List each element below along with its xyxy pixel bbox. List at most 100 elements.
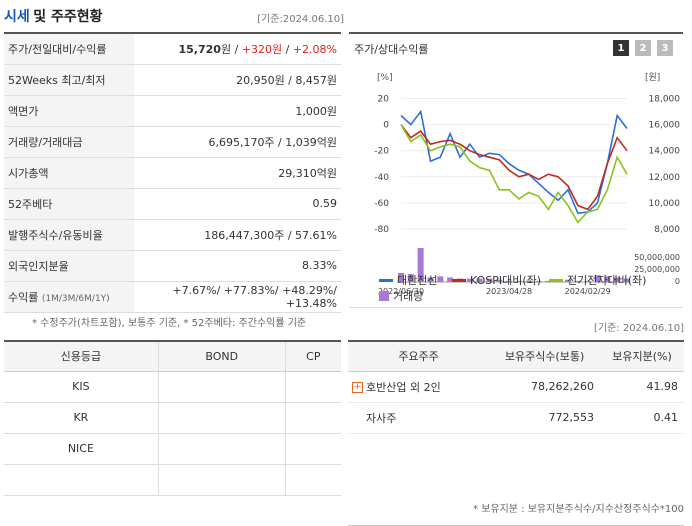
row-label: 시가총액 [4, 157, 134, 189]
x-tick-label: 2022/06/30 [378, 287, 424, 296]
row-value: 186,447,300주 / 57.61% [134, 219, 341, 251]
volume-bar [486, 278, 493, 282]
left-tick-label: -60 [374, 199, 389, 209]
table-row: 액면가 1,000원 [4, 95, 341, 127]
chart-button-3[interactable]: 3 [657, 40, 673, 56]
row-label-text: 수익률 [8, 290, 39, 304]
holder-footnote: * 보유지분 : 보유지분주식수/지수산정주식수*100 [473, 504, 684, 515]
cp-rating [285, 464, 341, 496]
return-values: +7.67%/ +77.83%/ +48.29%/ +13.48% [134, 281, 341, 313]
chart-period-buttons: 1 2 3 [613, 40, 673, 56]
holder-percent: 0.41 [599, 402, 684, 434]
table-header-row: 신용등급 BOND CP [4, 341, 341, 372]
table-row: 52Weeks 최고/최저 20,950원 / 8,457원 [4, 64, 341, 96]
table-row [4, 464, 341, 496]
x-tick-label: 2023/04/28 [486, 287, 532, 296]
volume-bar [624, 278, 630, 282]
title-part2: 및 주주현황 [33, 9, 103, 25]
row-value: 6,695,170주 / 1,039억원 [134, 126, 341, 158]
holder-name: 자사주 [348, 402, 490, 434]
row-sublabel: (1M/3M/6M/1Y) [41, 293, 110, 304]
holder-name: 호반산업 외 2인 [366, 380, 441, 394]
left-tick-label: 20 [378, 95, 390, 105]
volume-bar [417, 248, 424, 282]
left-tick-label: 0 [383, 121, 389, 131]
major-shareholders-table: 주요주주 보유주식수(보통) 보유지분(%) + 호반산업 외 2인 78,262… [348, 340, 684, 526]
right-tick-label: 18,000 [649, 95, 681, 105]
row-label: 52Weeks 최고/최저 [4, 64, 134, 96]
chart-panel: 주가/상대수익률 1 2 3 [%] [원] 20 0 -20 -40 -60 -80 18,0… [349, 32, 683, 308]
agency-name: KIS [4, 371, 159, 403]
right-tick-label: 12,000 [649, 173, 681, 183]
table-row: 주가/전일대비/수익률 15,720원 / +320원 / +2.08% [4, 33, 341, 65]
legend-item: 대한전선 [379, 272, 437, 288]
column-header: 신용등급 [4, 341, 159, 372]
column-header: 보유지분(%) [599, 341, 684, 372]
volume-bar [437, 276, 444, 282]
table-row: KIS [4, 371, 341, 403]
reference-date: [기준:2024.06.10] [257, 14, 344, 25]
volume-bar [604, 276, 611, 282]
table-row: + 호반산업 외 2인 78,262,260 41.98 [348, 371, 684, 403]
volume-bar [594, 275, 601, 282]
right-axis-unit: [원] [645, 72, 660, 83]
right-tick-label: 14,000 [649, 147, 681, 157]
table-header-row: 주요주주 보유주식수(보통) 보유지분(%) [348, 341, 684, 372]
left-tick-label: -80 [374, 225, 389, 235]
table-row: NICE [4, 433, 341, 465]
legend-swatch [379, 278, 393, 282]
row-value: 20,950원 / 8,457원 [134, 64, 341, 96]
row-label: 외국인지분율 [4, 250, 134, 282]
volume-tick-label: 25,000,000 [634, 265, 680, 274]
cp-rating [285, 433, 341, 465]
row-value: 0.59 [134, 188, 341, 220]
right-tick-label: 16,000 [649, 121, 681, 131]
right-tick-label: 10,000 [649, 199, 681, 209]
footnote: * 수정주가(차트포함), 보통주 기준, * 52주베타: 주간수익률 기준 [32, 318, 307, 329]
price-value: 15,720원 / +320원 / +2.08% [134, 33, 341, 65]
price-change: +320 [241, 42, 272, 56]
volume-bar [398, 272, 404, 282]
right-tick-label: 8,000 [654, 225, 680, 235]
row-label: 52주베타 [4, 188, 134, 220]
volume-bar [535, 280, 542, 282]
volume-tick-label: 50,000,000 [634, 253, 680, 262]
series-line-1 [400, 109, 628, 215]
volume-bar [447, 277, 454, 282]
legend-item: 전기전자대비(좌) [549, 272, 646, 288]
table-row: 발행주식수/유동비율 186,447,300주 / 57.61% [4, 219, 341, 251]
row-label: 액면가 [4, 95, 134, 127]
series-line-2 [400, 124, 628, 211]
chart-title: 주가/상대수익률 [354, 43, 429, 56]
legend-label: 거래량 [393, 290, 424, 303]
row-value: 1,000원 [134, 95, 341, 127]
left-tick-label: -40 [374, 173, 389, 183]
column-header: BOND [158, 341, 286, 372]
legend-item: 거래량 [379, 288, 423, 304]
row-label: 수익률 (1M/3M/6M/1Y) [4, 281, 134, 313]
legend-label: KOSPI대비(좌) [470, 274, 542, 287]
table-row: 외국인지분율 8.33% [4, 250, 341, 282]
row-label: 주가/전일대비/수익률 [4, 33, 134, 65]
volume-bar [584, 280, 591, 282]
volume-bar [466, 278, 473, 282]
column-header: 주요주주 [348, 341, 490, 372]
title-part1: 시세 [4, 9, 30, 25]
x-tick-label: 2024/02/29 [565, 287, 611, 296]
volume-bar [476, 278, 483, 282]
left-tick-label: -20 [374, 147, 389, 157]
row-label: 거래량/거래대금 [4, 126, 134, 158]
table-row: 수익률 (1M/3M/6M/1Y) +7.67%/ +77.83%/ +48.2… [4, 281, 341, 313]
current-price: 15,720 [178, 42, 221, 56]
holder-name-cell: + 호반산업 외 2인 [348, 371, 490, 403]
chart-button-2[interactable]: 2 [635, 40, 651, 56]
row-value: 8.33% [134, 250, 341, 282]
legend-label: 대한전선 [397, 274, 438, 287]
chart-button-1[interactable]: 1 [613, 40, 629, 56]
holder-percent: 41.98 [599, 371, 684, 403]
expand-plus-icon[interactable]: + [352, 382, 363, 393]
holder-reference-date: [기준: 2024.06.10] [593, 323, 684, 334]
cp-rating [285, 371, 341, 403]
row-label: 발행주식수/유동비율 [4, 219, 134, 251]
table-row: 시가총액 29,310억원 [4, 157, 341, 189]
